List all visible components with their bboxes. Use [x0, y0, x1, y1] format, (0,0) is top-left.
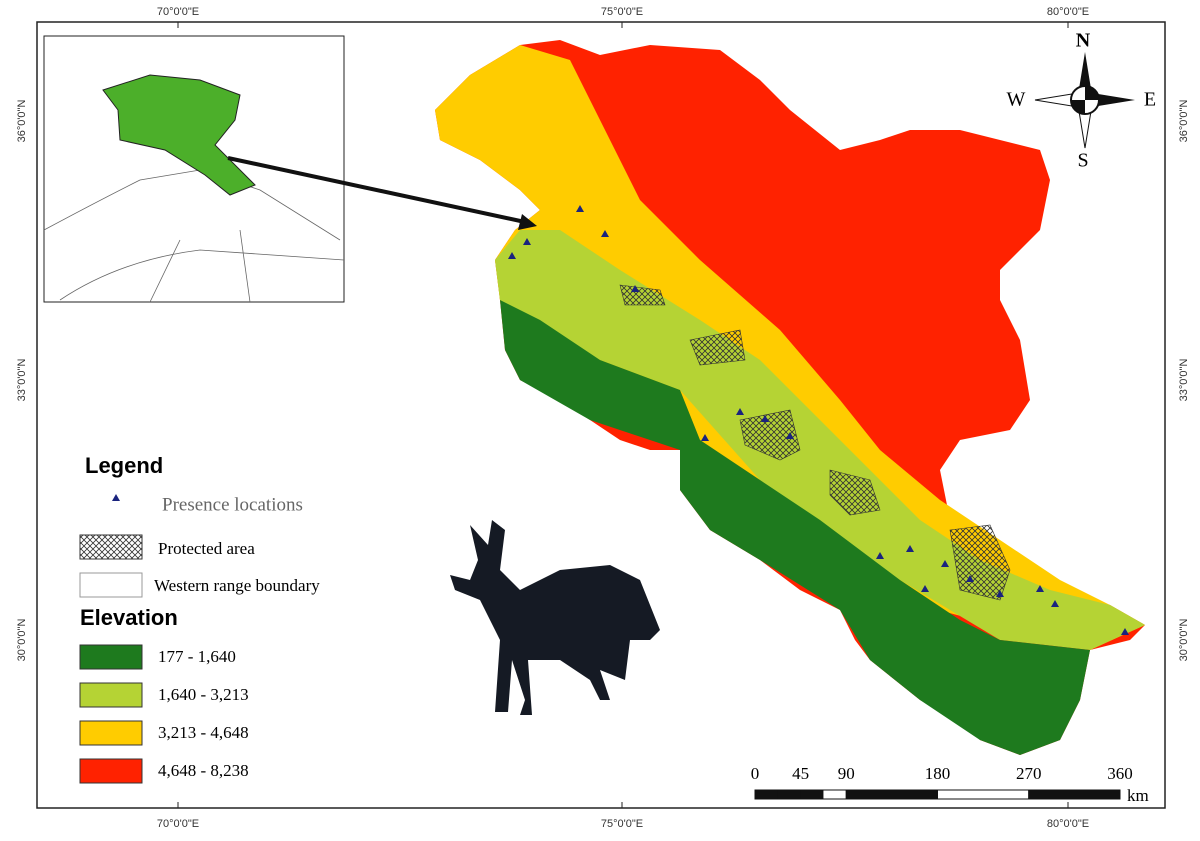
elevation-label: 1,640 - 3,213: [158, 685, 249, 704]
graticule-label: 36°0'0"N: [1178, 100, 1190, 143]
elevation-swatch: [79, 720, 143, 746]
graticule-label: 33°0'0"N: [1178, 359, 1190, 402]
legend-box: [79, 572, 143, 598]
graticule-label: 75°0'0"E: [601, 818, 643, 830]
scale-label: 90: [838, 764, 855, 783]
elevation-swatch: [79, 758, 143, 784]
graticule-label: 33°0'0"N: [16, 359, 28, 402]
scale-unit: km: [1127, 786, 1149, 805]
scale-segment: [755, 790, 778, 799]
elevation-swatch: [79, 644, 143, 670]
graticule-label: 36°0'0"N: [16, 100, 28, 143]
scale-segment: [1028, 789, 1121, 800]
graticule-label: 80°0'0"E: [1047, 6, 1089, 18]
deer-silhouette: [450, 520, 660, 715]
graticule-label: 75°0'0"E: [601, 6, 643, 18]
legend-item: Western range boundary: [154, 576, 320, 595]
scale-segment: [937, 789, 1030, 800]
scale-label: 45: [792, 764, 809, 783]
elevation-swatch: [79, 682, 143, 708]
scale-segment: [800, 790, 824, 799]
elevation-label: 177 - 1,640: [158, 647, 236, 666]
scale-label: 270: [1016, 764, 1042, 783]
scale-label: 360: [1107, 764, 1133, 783]
legend-triangle: [112, 494, 120, 501]
scale-label: 0: [751, 764, 760, 783]
inset-map: [43, 35, 537, 303]
compass-n: N: [1076, 30, 1091, 52]
compass-e: E: [1144, 89, 1156, 111]
graticule-label: 70°0'0"E: [157, 818, 199, 830]
elevation-title: Elevation: [80, 605, 178, 630]
legend-hatch: [79, 534, 143, 560]
legend-title: Legend: [85, 453, 163, 478]
legend-item: Protected area: [158, 539, 255, 558]
graticule-label: 70°0'0"E: [157, 6, 199, 18]
graticule-label: 80°0'0"E: [1047, 818, 1089, 830]
scale-label: 180: [925, 764, 951, 783]
legend-item: Presence locations: [162, 494, 303, 515]
compass-s: S: [1077, 150, 1088, 172]
elevation-label: 3,213 - 4,648: [158, 723, 249, 742]
elevation-label: 4,648 - 8,238: [158, 761, 249, 780]
compass: [1034, 52, 1135, 149]
graticule-label: 30°0'0"N: [1178, 619, 1190, 662]
compass-w: W: [1007, 89, 1026, 111]
scale-segment: [845, 789, 938, 800]
graticule-label: 30°0'0"N: [16, 619, 28, 662]
elevation-map: [435, 40, 1145, 755]
